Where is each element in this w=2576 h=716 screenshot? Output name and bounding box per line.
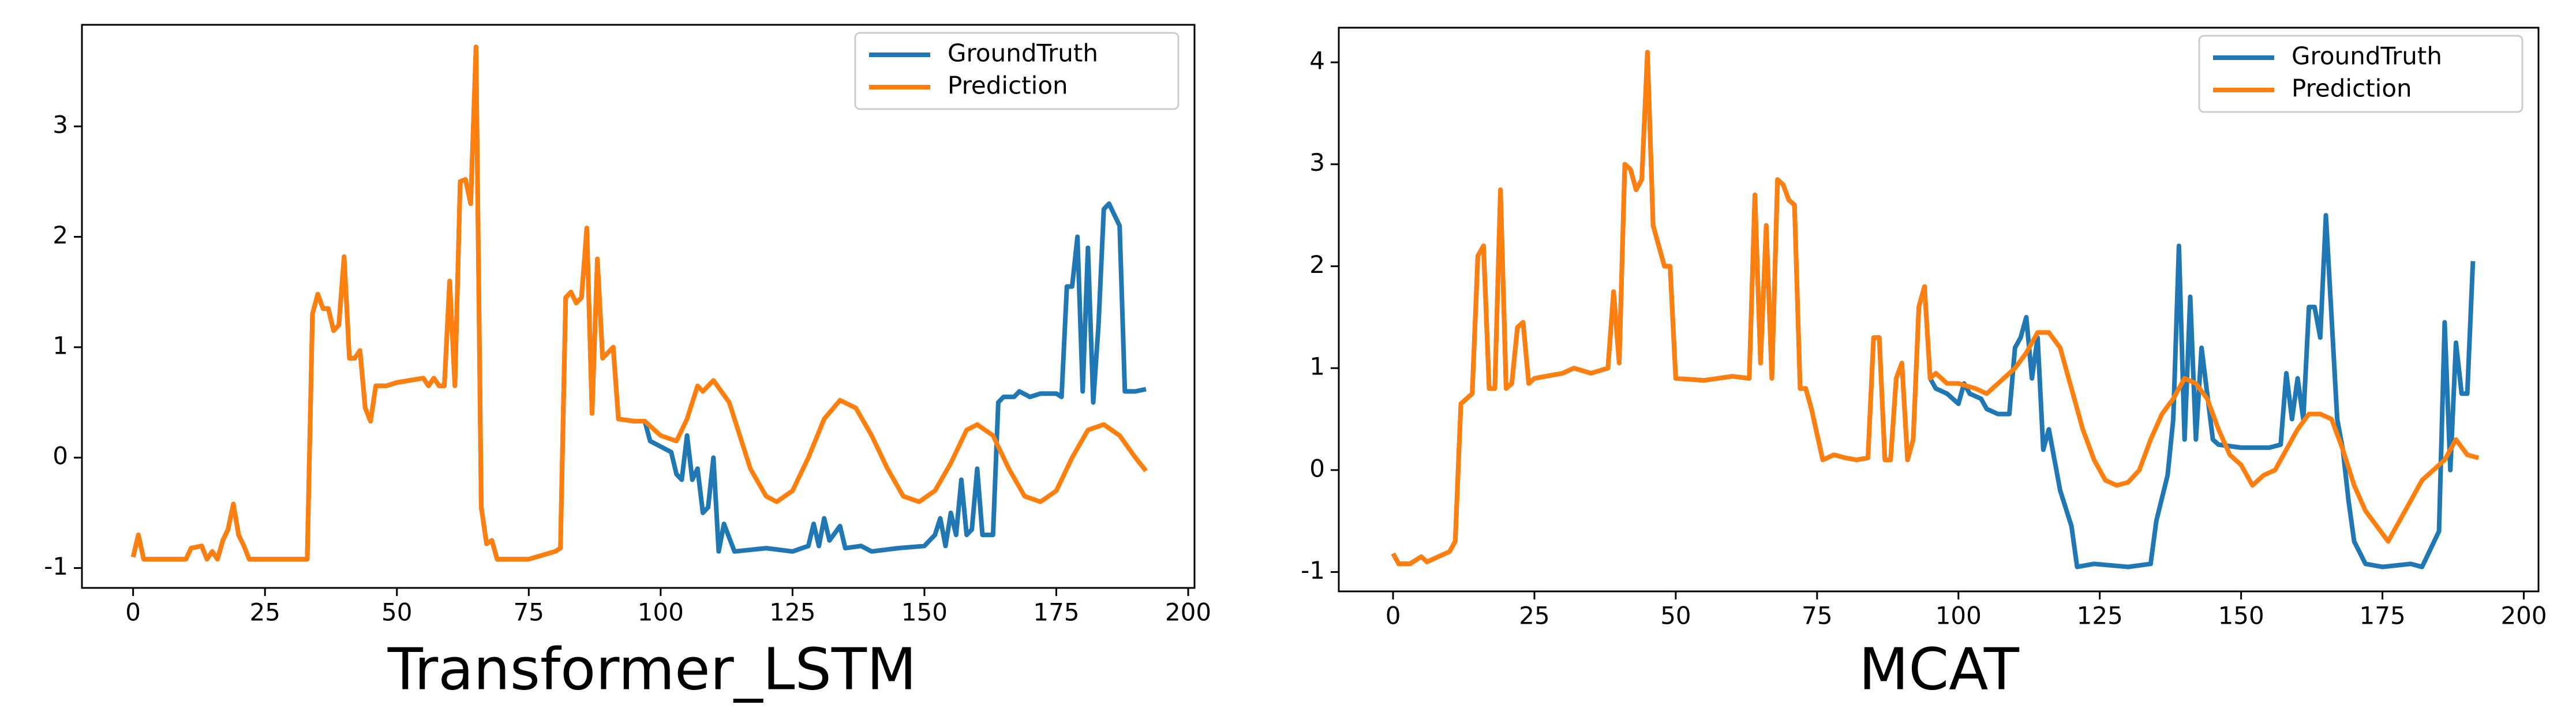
x-tick-label: 75 xyxy=(1802,602,1832,630)
y-tick-label: 3 xyxy=(1309,148,1325,177)
legend-label: Prediction xyxy=(948,72,1068,100)
data-line xyxy=(130,44,1148,562)
x-tick-label: 175 xyxy=(1033,598,1079,627)
y-tick-label: 0 xyxy=(53,442,68,470)
x-tick-label: 200 xyxy=(2500,602,2547,630)
y-tick-label: 0 xyxy=(1309,454,1325,482)
x-tick-label: 175 xyxy=(2360,602,2406,630)
x-tick-label: 200 xyxy=(1165,598,1211,627)
y-tick-label: 2 xyxy=(53,221,68,249)
plot-frame xyxy=(1338,27,2540,593)
chart-title: MCAT xyxy=(1859,635,2020,703)
x-tick-label: 50 xyxy=(381,598,412,627)
data-line xyxy=(1391,50,2476,569)
x-tick-label: 0 xyxy=(1386,602,1401,630)
legend-box xyxy=(2198,35,2523,113)
y-tick-label: 4 xyxy=(1309,47,1325,75)
x-tick-label: 50 xyxy=(1660,602,1691,630)
y-tick-label: 2 xyxy=(1309,250,1325,279)
x-tick-label: 0 xyxy=(125,598,141,627)
plot-frame xyxy=(81,24,1196,589)
chart-title: Transformer_LSTM xyxy=(387,635,917,703)
y-tick-label: -1 xyxy=(44,552,68,580)
legend-box xyxy=(854,32,1180,110)
data-line xyxy=(130,44,1147,562)
y-tick-label: -1 xyxy=(1301,556,1325,584)
legend-label: GroundTruth xyxy=(2292,42,2442,70)
y-tick-label: 1 xyxy=(1309,353,1325,381)
x-tick-label: 100 xyxy=(638,598,684,627)
data-line xyxy=(1391,50,2480,567)
y-tick-label: 1 xyxy=(53,331,68,359)
x-tick-label: 150 xyxy=(901,598,948,627)
x-tick-label: 125 xyxy=(769,598,815,627)
x-tick-label: 125 xyxy=(2077,602,2123,630)
x-tick-label: 25 xyxy=(1519,602,1549,630)
legend-label: GroundTruth xyxy=(948,39,1098,68)
x-tick-label: 75 xyxy=(514,598,544,627)
x-tick-label: 25 xyxy=(249,598,280,627)
x-tick-label: 100 xyxy=(1935,602,1982,630)
y-tick-label: 3 xyxy=(53,111,68,139)
x-tick-label: 150 xyxy=(2218,602,2264,630)
legend-label: Prediction xyxy=(2292,74,2412,103)
